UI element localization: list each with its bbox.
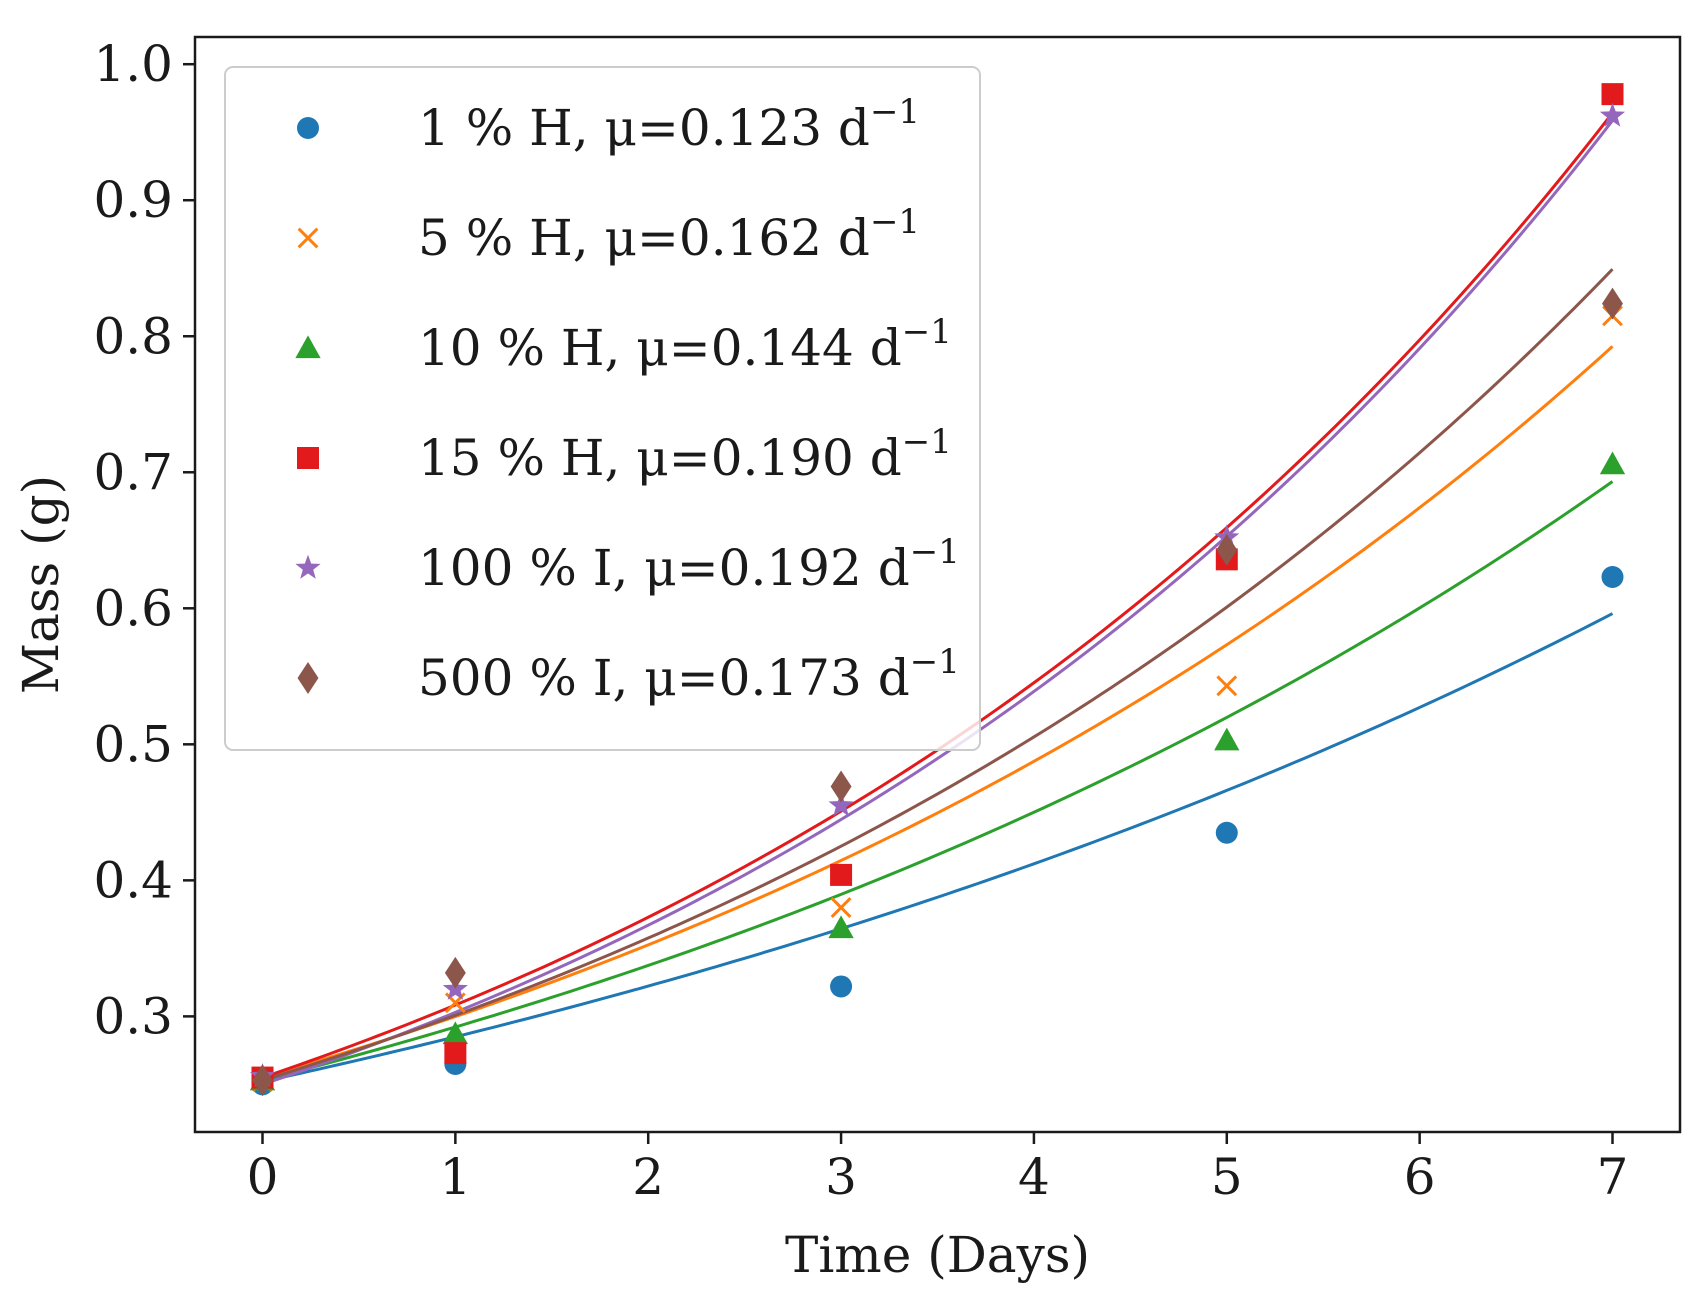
- legend-entry-label: 5 % H, μ=0.162 d−1: [418, 202, 920, 267]
- data-point-series-2: [830, 897, 852, 918]
- fit-curve-series-6: [262, 268, 1614, 1082]
- legend-marker-series-1: [297, 117, 319, 139]
- x-tick-label: 2: [632, 1148, 664, 1206]
- data-point-series-3: [1214, 727, 1240, 751]
- legend-marker-series-4: [297, 447, 319, 469]
- x-tick-label: 5: [1211, 1148, 1243, 1206]
- plot-frame: [193, 35, 1682, 1134]
- fit-curves: [262, 112, 1614, 1086]
- x-tick-label: 3: [825, 1148, 857, 1206]
- data-point-series-1: [1215, 821, 1238, 844]
- y-axis-label: Mass (g): [12, 475, 70, 694]
- data-point-series-4: [1601, 83, 1624, 106]
- legend-entry-label: 100 % I, μ=0.192 d−1: [418, 532, 960, 597]
- data-point-series-3: [1599, 451, 1626, 475]
- y-axis-ticks: 0.3 0.4 0.5 0.6 0.7 0.8 0.9 1.0: [93, 35, 195, 1045]
- data-point-series-2: [1216, 675, 1238, 697]
- y-tick-label: 0.9: [93, 171, 173, 229]
- y-tick-label: 0.8: [93, 307, 173, 365]
- y-tick-label: 0.6: [93, 579, 173, 637]
- data-point-series-3: [828, 915, 854, 939]
- data-point-series-6: [1602, 287, 1623, 320]
- data-points: [249, 83, 1626, 1097]
- legend-entry-label: 10 % H, μ=0.144 d−1: [418, 312, 952, 377]
- legend-entry-label: 500 % I, μ=0.173 d−1: [418, 642, 960, 707]
- legend-marker-series-6: [297, 662, 319, 694]
- legend-marker-series-2: [297, 227, 319, 249]
- legend-entry-label: 15 % H, μ=0.190 d−1: [418, 422, 952, 487]
- legend: 1 % H, μ=0.123 d−1 5 % H, μ=0.162 d−1 10 %…: [224, 66, 981, 751]
- data-point-series-6: [1216, 533, 1238, 566]
- data-point-series-4: [444, 1042, 467, 1065]
- y-tick-label: 0.3: [93, 987, 173, 1045]
- data-point-series-6: [830, 770, 852, 803]
- legend-marker-series-5: [295, 554, 321, 579]
- data-point-series-1: [830, 975, 853, 998]
- fit-curve-series-1: [262, 612, 1614, 1084]
- fit-curve-series-2: [262, 345, 1614, 1080]
- data-point-series-5: [828, 792, 854, 817]
- data-point-series-6: [444, 956, 466, 989]
- data-point-series-6: [252, 1064, 273, 1097]
- x-axis-ticks: 0 1 2 3 4 5 6 7: [247, 1132, 1629, 1206]
- data-point-series-5: [1599, 102, 1626, 127]
- x-tick-label: 7: [1597, 1148, 1629, 1206]
- data-point-series-1: [1601, 566, 1624, 589]
- legend-entry-label: 1 % H, μ=0.123 d−1: [418, 92, 920, 157]
- fit-curve-series-3: [262, 480, 1614, 1082]
- x-tick-label: 4: [1018, 1148, 1050, 1206]
- x-tick-label: 6: [1404, 1148, 1436, 1206]
- y-tick-label: 0.4: [93, 851, 173, 909]
- fit-curve-series-5: [262, 119, 1614, 1086]
- data-point-series-3: [442, 1021, 469, 1045]
- x-tick-label: 1: [439, 1148, 471, 1206]
- y-tick-label: 1.0: [93, 35, 173, 93]
- legend-marker-series-3: [295, 335, 321, 359]
- x-axis-label: Time (Days): [785, 1226, 1090, 1284]
- y-tick-label: 0.7: [93, 443, 173, 501]
- data-point-series-4: [830, 863, 853, 886]
- x-tick-label: 0: [247, 1148, 279, 1206]
- y-tick-label: 0.5: [93, 715, 173, 773]
- legend-box: [224, 66, 981, 751]
